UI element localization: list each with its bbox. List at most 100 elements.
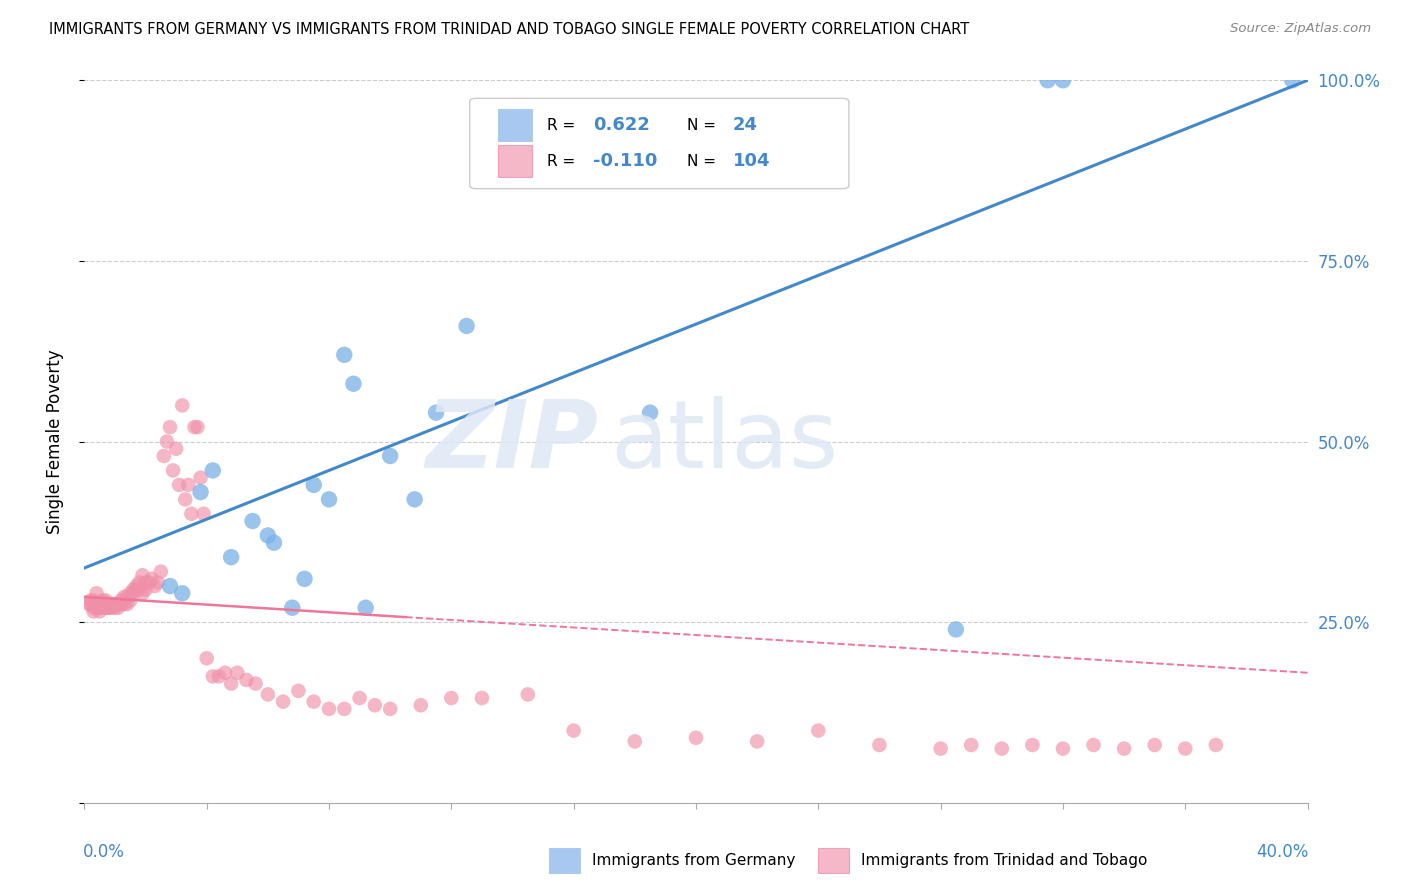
Point <box>128 582 150 597</box>
Point <box>104 600 127 615</box>
Point <box>135 575 157 590</box>
Point <box>562 723 585 738</box>
Point <box>110 593 132 607</box>
Point <box>263 535 285 549</box>
Point <box>281 600 304 615</box>
Point <box>107 600 129 615</box>
Point <box>86 597 108 611</box>
Point <box>83 604 105 618</box>
Point <box>172 586 194 600</box>
Point <box>208 669 231 683</box>
Point <box>107 597 129 611</box>
Point <box>101 597 124 611</box>
Point <box>516 687 538 701</box>
Text: N =: N = <box>688 153 721 169</box>
Point <box>94 597 117 611</box>
Text: Immigrants from Germany: Immigrants from Germany <box>592 853 796 868</box>
Point <box>638 406 661 420</box>
Point <box>1036 73 1059 87</box>
Point <box>456 318 478 333</box>
Point <box>364 698 387 713</box>
Point <box>404 492 426 507</box>
Point <box>143 579 166 593</box>
Point <box>97 600 120 615</box>
Point <box>929 741 952 756</box>
Point <box>318 702 340 716</box>
Point <box>333 702 356 716</box>
Point <box>354 600 377 615</box>
Point <box>271 695 294 709</box>
FancyBboxPatch shape <box>550 848 579 873</box>
Point <box>120 593 142 607</box>
Point <box>159 579 181 593</box>
Point <box>257 528 280 542</box>
Point <box>89 597 111 611</box>
Point <box>122 582 145 597</box>
Point <box>1174 741 1197 756</box>
Text: 0.0%: 0.0% <box>83 843 125 861</box>
Point <box>104 597 127 611</box>
Point <box>195 651 218 665</box>
Point <box>945 623 967 637</box>
Point <box>141 572 163 586</box>
Text: ZIP: ZIP <box>425 395 598 488</box>
Point <box>409 698 432 713</box>
Point <box>115 590 138 604</box>
Point <box>425 406 447 420</box>
Point <box>245 676 267 690</box>
Point <box>294 572 316 586</box>
Point <box>1083 738 1105 752</box>
Text: atlas: atlas <box>610 395 838 488</box>
Text: N =: N = <box>688 118 721 133</box>
Point <box>83 600 105 615</box>
Point <box>747 734 769 748</box>
Point <box>79 597 101 611</box>
Point <box>183 420 205 434</box>
Point <box>101 597 124 611</box>
Point <box>318 492 340 507</box>
Point <box>97 597 120 611</box>
Point <box>125 579 148 593</box>
Point <box>1052 73 1074 87</box>
FancyBboxPatch shape <box>498 109 531 141</box>
Point <box>83 597 105 611</box>
Point <box>440 691 463 706</box>
Point <box>257 687 280 701</box>
Point <box>869 738 891 752</box>
Point <box>302 695 325 709</box>
FancyBboxPatch shape <box>818 848 849 873</box>
Point <box>172 398 194 412</box>
Text: 40.0%: 40.0% <box>1257 843 1309 861</box>
Text: R =: R = <box>547 118 579 133</box>
Point <box>128 575 150 590</box>
Point <box>174 492 197 507</box>
Point <box>156 434 179 449</box>
Point <box>287 683 309 698</box>
Point <box>380 449 402 463</box>
Point <box>333 348 356 362</box>
Point <box>159 420 181 434</box>
Point <box>91 597 114 611</box>
Point <box>97 600 120 615</box>
Point <box>201 669 224 683</box>
Point <box>1281 73 1303 87</box>
Point <box>162 463 184 477</box>
Point <box>89 604 111 618</box>
FancyBboxPatch shape <box>470 98 849 189</box>
Point <box>125 582 148 597</box>
Point <box>91 593 114 607</box>
Point <box>120 586 142 600</box>
Point <box>624 734 647 748</box>
Point <box>167 478 190 492</box>
Point <box>112 590 135 604</box>
Point <box>1021 738 1043 752</box>
Point <box>138 575 160 590</box>
Point <box>471 691 494 706</box>
Point <box>1143 738 1166 752</box>
Point <box>83 593 105 607</box>
Point <box>1052 741 1074 756</box>
Point <box>149 565 172 579</box>
Point <box>190 470 212 484</box>
Y-axis label: Single Female Poverty: Single Female Poverty <box>45 350 63 533</box>
Point <box>89 600 111 615</box>
